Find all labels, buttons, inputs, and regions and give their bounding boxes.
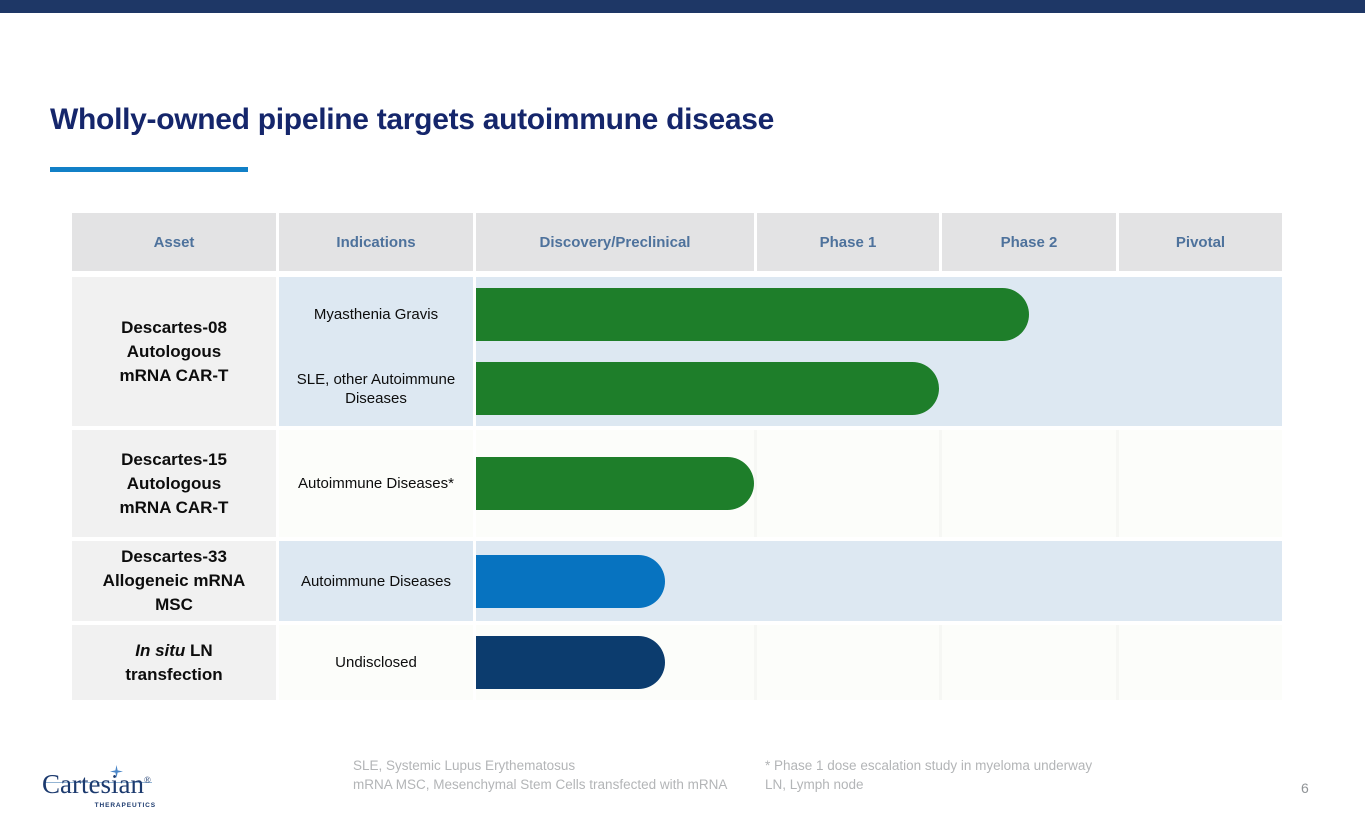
indication-label: Autoimmune Diseases* xyxy=(298,475,454,492)
pipeline-progress-bar xyxy=(476,636,665,689)
logo-subtitle: THERAPEUTICS xyxy=(94,802,156,809)
indication-cell: Myasthenia Gravis SLE, other Autoimmune D… xyxy=(279,277,473,426)
indication-label: SLE, other Autoimmune Diseases xyxy=(296,370,456,407)
footnote-line: LN, Lymph node xyxy=(765,777,864,792)
footnote-line: * Phase 1 dose escalation study in myelo… xyxy=(765,758,1093,773)
pipeline-progress-bar xyxy=(476,288,1029,341)
footnote-line: mRNA MSC, Mesenchymal Stem Cells transfe… xyxy=(353,777,728,792)
column-header-indications: Indications xyxy=(279,213,473,271)
footnote-abbreviations-right: * Phase 1 dose escalation study in myelo… xyxy=(765,756,1092,794)
stage-track xyxy=(476,430,1282,537)
pipeline-row: Descartes-08 Autologous mRNA CAR-T Myasthen… xyxy=(72,277,1282,426)
top-accent-bar xyxy=(0,0,1365,13)
cartesian-logo: Cartesian® THERAPEUTICS xyxy=(38,765,156,814)
stage-column-separator xyxy=(939,625,942,700)
pipeline-table: Asset Indications Discovery/Preclinical … xyxy=(72,213,1282,700)
stage-track xyxy=(476,541,1282,621)
indication-label: Myasthenia Gravis xyxy=(313,306,439,323)
column-header-pivotal: Pivotal xyxy=(1119,213,1282,271)
asset-cell: In situ LN transfection xyxy=(72,625,276,700)
stage-column-separator xyxy=(1116,430,1119,537)
pipeline-row: Descartes-33 Allogeneic mRNA MSC Autoimmune… xyxy=(72,541,1282,621)
pipeline-progress-bar xyxy=(476,554,665,608)
registered-mark: ® xyxy=(143,775,151,785)
indication-cell: Autoimmune Diseases xyxy=(279,541,473,621)
indication-label: Undisclosed xyxy=(335,654,417,671)
stage-column-separator xyxy=(754,430,757,537)
footnote-line: SLE, Systemic Lupus Erythematosus xyxy=(353,758,576,773)
stage-column-separator xyxy=(1116,625,1119,700)
logo-star-icon xyxy=(110,765,123,783)
asset-cell: Descartes-15 Autologous mRNA CAR-T xyxy=(72,430,276,537)
indication-cell: Autoimmune Diseases* xyxy=(279,430,473,537)
pipeline-progress-bar xyxy=(476,362,939,415)
pipeline-progress-bar xyxy=(476,457,754,510)
title-underline xyxy=(50,167,248,172)
column-header-phase-2: Phase 2 xyxy=(942,213,1116,271)
slide-page-number: 6 xyxy=(1301,780,1309,796)
column-header-discovery-preclinical: Discovery/Preclinical xyxy=(476,213,754,271)
pipeline-row: In situ LN transfection Undisclosed xyxy=(72,625,1282,700)
pipeline-rows: Descartes-08 Autologous mRNA CAR-T Myasthen… xyxy=(72,277,1282,700)
stage-track xyxy=(476,625,1282,700)
logo-wordmark: Cartesian® xyxy=(42,769,151,799)
stage-column-separator xyxy=(754,625,757,700)
stage-column-separator xyxy=(939,430,942,537)
pipeline-row: Descartes-15 Autologous mRNA CAR-T Autoimmu… xyxy=(72,430,1282,537)
column-header-phase-1: Phase 1 xyxy=(757,213,939,271)
footnote-abbreviations-left: SLE, Systemic Lupus Erythematosus mRNA M… xyxy=(353,756,727,794)
logo-horizontal-line xyxy=(44,782,152,783)
column-header-asset: Asset xyxy=(72,213,276,271)
page-title: Wholly-owned pipeline targets autoimmune… xyxy=(50,103,775,137)
stage-track xyxy=(476,277,1282,426)
indication-label: Autoimmune Diseases xyxy=(300,572,452,590)
pipeline-table-header: Asset Indications Discovery/Preclinical … xyxy=(72,213,1282,271)
indication-cell: Undisclosed xyxy=(279,625,473,700)
asset-cell: Descartes-33 Allogeneic mRNA MSC xyxy=(72,541,276,621)
asset-cell: Descartes-08 Autologous mRNA CAR-T xyxy=(72,277,276,426)
